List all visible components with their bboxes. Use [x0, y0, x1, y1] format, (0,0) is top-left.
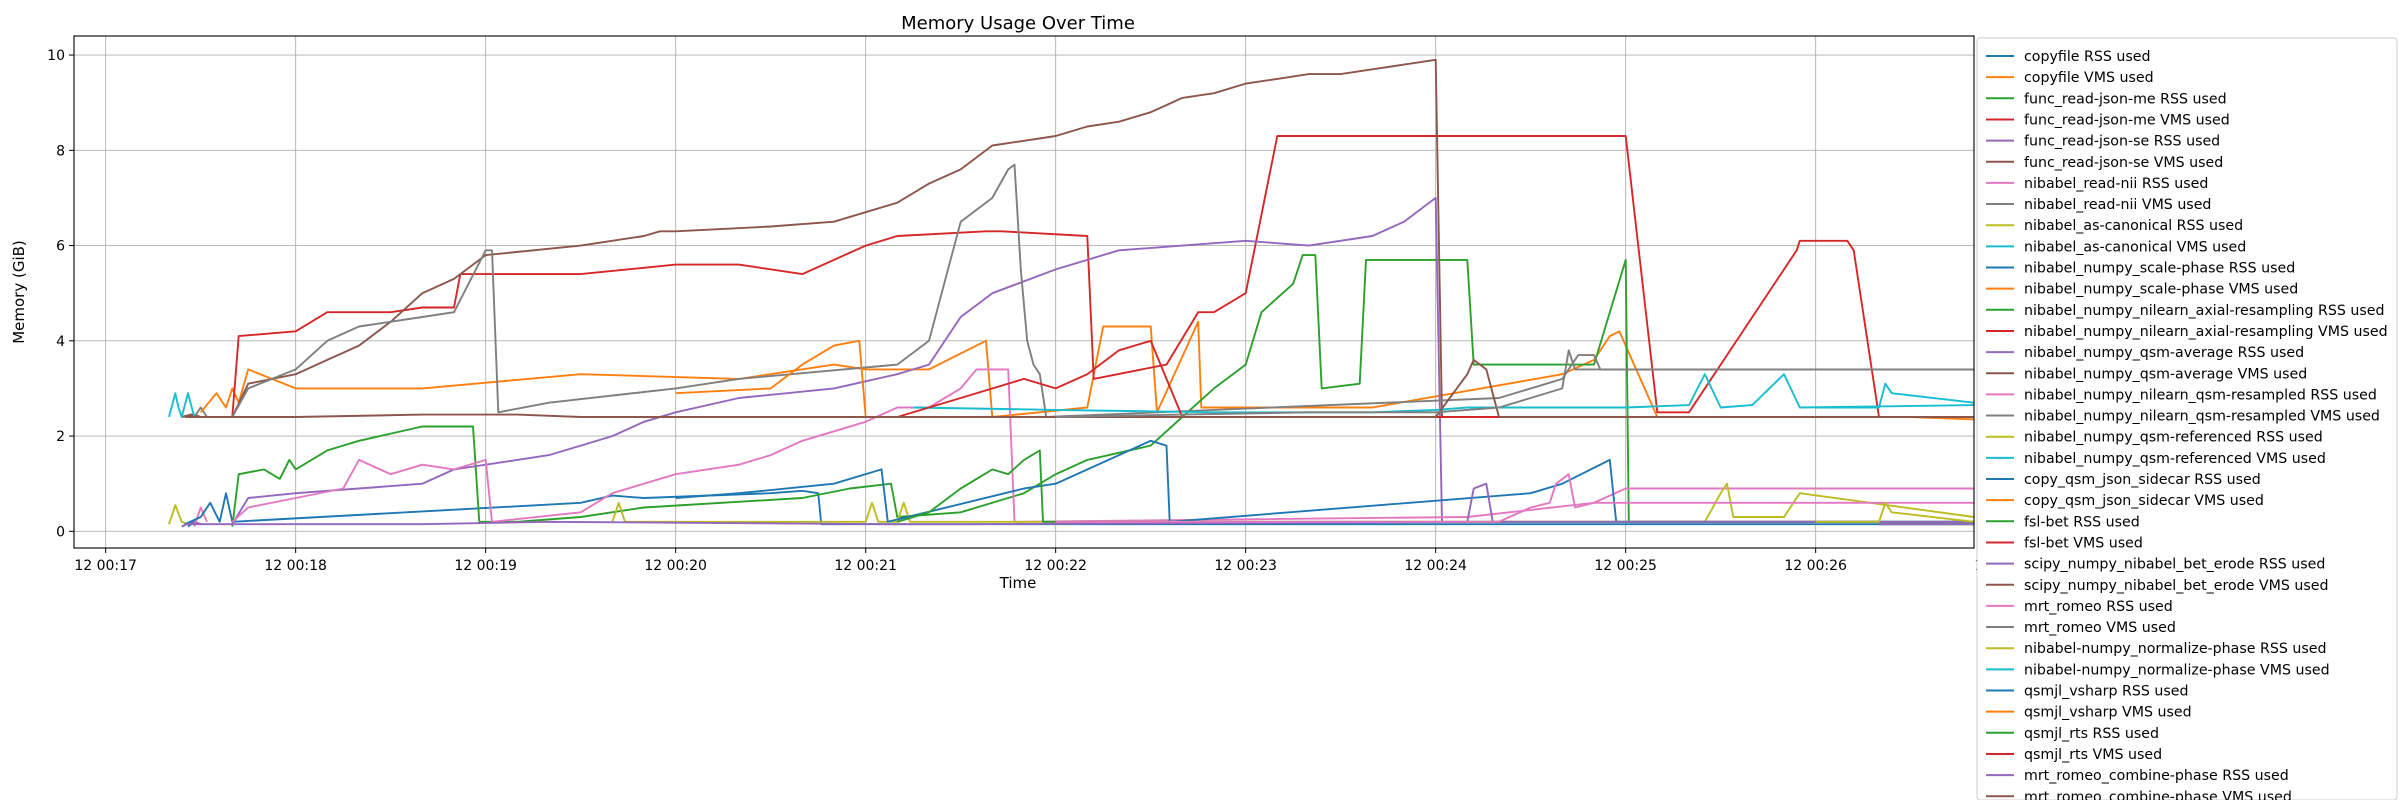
legend-label: fsl-bet VMS used: [2024, 535, 2143, 551]
series-line-23: [897, 449, 1974, 523]
plot-frame: [73, 35, 1975, 549]
x-tick-label: 12 00:17: [74, 558, 137, 574]
legend-label: fsl-bet RSS used: [2024, 514, 2140, 530]
series-line-20: [913, 373, 1974, 414]
legend-label: nibabel_read-nii RSS used: [2024, 176, 2208, 192]
legend-label: nibabel_numpy_nilearn_axial-resampling V…: [2024, 324, 2388, 340]
legend-label: nibabel_as-canonical VMS used: [2024, 239, 2246, 255]
y-tick-label: 8: [56, 143, 65, 159]
y-tick-label: 2: [56, 429, 65, 445]
series-line-28: [1055, 349, 1974, 418]
series-line-10: [168, 392, 196, 418]
series-line-29: [1815, 501, 1974, 523]
x-tick-label: 12 00:19: [454, 558, 517, 574]
x-tick-label: 12 00:26: [1784, 558, 1847, 574]
legend-label: qsmjl_rts RSS used: [2024, 726, 2159, 742]
x-tick-label: 12 00:22: [1024, 558, 1087, 574]
legend-label: nibabel_numpy_scale-phase RSS used: [2024, 261, 2295, 277]
y-axis-label: Memory (GiB): [10, 240, 28, 344]
legend-label: mrt_romeo RSS used: [2024, 599, 2173, 615]
legend-label: qsmjl_rts VMS used: [2024, 747, 2162, 763]
series-line-26: [184, 358, 1974, 418]
series-line-11: [184, 489, 1974, 526]
series-line-27: [1055, 473, 1974, 523]
series-line-25: [184, 482, 1974, 526]
legend-label: func_read-json-me VMS used: [2024, 112, 2230, 128]
x-tick-label: 12 00:18: [264, 558, 327, 574]
series-line-13: [231, 254, 1974, 527]
series-lines: [168, 58, 1974, 528]
legend-label: copy_qsm_json_sidecar RSS used: [2024, 472, 2261, 488]
legend-label: qsmjl_vsharp VMS used: [2024, 705, 2192, 721]
x-axis-label: Time: [999, 574, 1037, 592]
series-line-9: [168, 504, 189, 526]
series-line-19: [611, 482, 1974, 523]
x-tick-label: 12 00:20: [644, 558, 707, 574]
legend-label: nibabel_numpy_qsm-average VMS used: [2024, 366, 2307, 382]
series-line-30: [1815, 382, 1974, 409]
legend-label: func_read-json-se RSS used: [2024, 134, 2220, 150]
series-line-16: [231, 58, 1974, 418]
legend-label: nibabel_numpy_nilearn_axial-resampling R…: [2024, 303, 2385, 319]
legend-label: copyfile VMS used: [2024, 70, 2154, 86]
legend-label: mrt_romeo_combine-phase VMS used: [2024, 789, 2292, 800]
series-line-21: [675, 439, 1974, 523]
series-line-14: [231, 135, 1974, 418]
series-line-24: [897, 339, 1974, 418]
legend-label: nibabel-numpy_normalize-phase RSS used: [2024, 641, 2327, 657]
x-tick-label: 12 00:25: [1594, 558, 1657, 574]
legend-label: scipy_numpy_nibabel_bet_erode VMS used: [2024, 578, 2328, 594]
series-line-17: [231, 368, 1974, 523]
legend-label: nibabel_numpy_qsm-referenced VMS used: [2024, 451, 2326, 467]
legend-label: nibabel-numpy_normalize-phase VMS used: [2024, 662, 2330, 678]
series-line-7: [193, 506, 208, 527]
legend-label: nibabel_read-nii VMS used: [2024, 197, 2211, 213]
x-tick-label: 12 00:24: [1404, 558, 1467, 574]
y-tick-label: 6: [56, 239, 65, 255]
x-tick-label: 12 00:21: [834, 558, 897, 574]
legend-label: scipy_numpy_nibabel_bet_erode RSS used: [2024, 557, 2325, 573]
legend-label: mrt_romeo VMS used: [2024, 620, 2176, 636]
y-tick-label: 10: [47, 48, 65, 64]
x-tick-label: 12 00:23: [1214, 558, 1277, 574]
legend-label: nibabel_numpy_scale-phase VMS used: [2024, 282, 2298, 298]
y-axis-ticks: 0 2 4 6 8 10: [47, 48, 74, 540]
legend-label: nibabel_numpy_nilearn_qsm-resampled VMS …: [2024, 409, 2380, 425]
grid-lines: [74, 36, 1974, 548]
legend-label: func_read-json-se VMS used: [2024, 155, 2223, 171]
legend: copyfile RSS used copyfile VMS used func_r…: [1976, 37, 2398, 800]
legend-label: copyfile RSS used: [2024, 49, 2151, 65]
legend-label: func_read-json-me RSS used: [2024, 91, 2227, 107]
legend-label: nibabel_numpy_qsm-average RSS used: [2024, 345, 2304, 361]
legend-label: mrt_romeo_combine-phase RSS used: [2024, 768, 2289, 784]
legend-label: nibabel_as-canonical RSS used: [2024, 218, 2243, 234]
legend-label: nibabel_numpy_nilearn_qsm-resampled RSS …: [2024, 387, 2377, 403]
series-line-8: [193, 406, 208, 418]
legend-label: qsmjl_vsharp RSS used: [2024, 684, 2189, 700]
legend-label: copy_qsm_json_sidecar VMS used: [2024, 493, 2264, 509]
legend-box: [1976, 37, 2398, 800]
y-tick-label: 0: [56, 524, 65, 540]
legend-items: copyfile RSS used copyfile VMS used func_r…: [1986, 49, 2388, 800]
y-tick-label: 4: [56, 334, 65, 350]
series-line-15: [231, 196, 1974, 525]
series-line-18: [231, 163, 1974, 418]
series-line-12: [199, 320, 1974, 418]
legend-label: nibabel_numpy_qsm-referenced RSS used: [2024, 430, 2323, 446]
chart-title: Memory Usage Over Time: [901, 13, 1135, 34]
